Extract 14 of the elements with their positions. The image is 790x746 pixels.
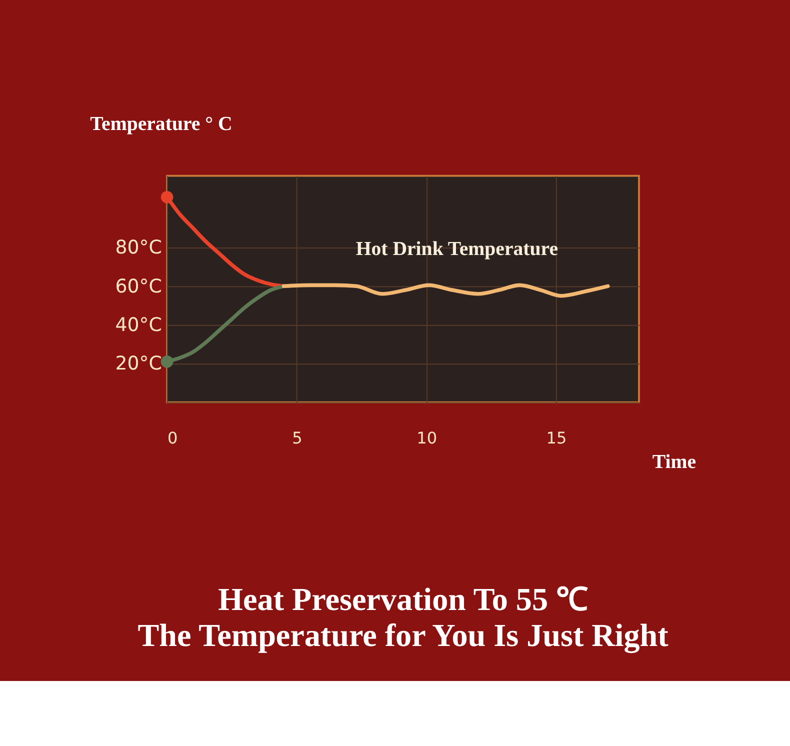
series-label: Hot Drink Temperature <box>356 238 558 260</box>
line-series <box>282 283 610 298</box>
text: The Temperature for You Is Just Right <box>138 616 669 654</box>
x-tick-label: 5 <box>292 428 302 448</box>
y-tick-label: 60°C <box>115 275 162 298</box>
x-tick-label: 0 <box>168 428 178 448</box>
y-tick-label: 80°C <box>115 236 162 259</box>
x-axis-title: Time <box>652 450 696 473</box>
y-tick-label: 20°C <box>115 352 162 375</box>
y-axis-title: Temperature ° C <box>90 113 232 136</box>
y-tick-label: 40°C <box>115 314 162 336</box>
x-tick-label: 15 <box>546 428 567 448</box>
x-tick-label: 10 <box>416 428 438 448</box>
text: Heat Preservation To 55 ℃ <box>218 580 588 617</box>
